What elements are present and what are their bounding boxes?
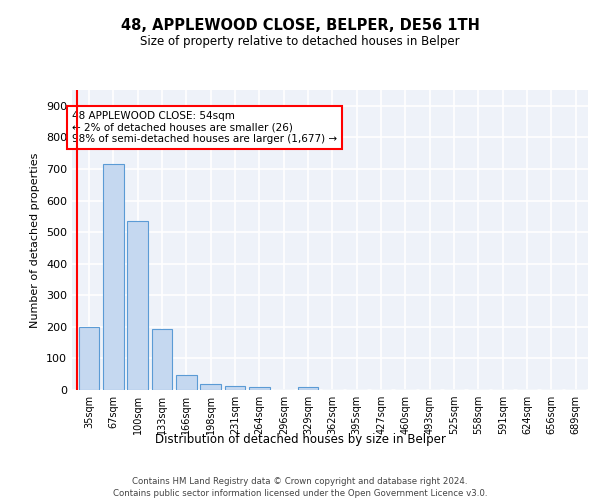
Bar [225, 386, 245, 390]
Bar [79, 327, 100, 390]
Text: Distribution of detached houses by size in Belper: Distribution of detached houses by size … [155, 432, 445, 446]
Bar [249, 386, 270, 390]
Text: 48 APPLEWOOD CLOSE: 54sqm
← 2% of detached houses are smaller (26)
98% of semi-d: 48 APPLEWOOD CLOSE: 54sqm ← 2% of detach… [72, 111, 337, 144]
Text: Size of property relative to detached houses in Belper: Size of property relative to detached ho… [140, 35, 460, 48]
Bar [298, 387, 319, 390]
Bar [152, 330, 172, 390]
Text: Contains HM Land Registry data © Crown copyright and database right 2024.: Contains HM Land Registry data © Crown c… [132, 478, 468, 486]
Y-axis label: Number of detached properties: Number of detached properties [31, 152, 40, 328]
Bar [176, 376, 197, 390]
Bar [127, 221, 148, 390]
Bar [103, 164, 124, 390]
Text: Contains public sector information licensed under the Open Government Licence v3: Contains public sector information licen… [113, 489, 487, 498]
Text: 48, APPLEWOOD CLOSE, BELPER, DE56 1TH: 48, APPLEWOOD CLOSE, BELPER, DE56 1TH [121, 18, 479, 32]
Bar [200, 384, 221, 390]
